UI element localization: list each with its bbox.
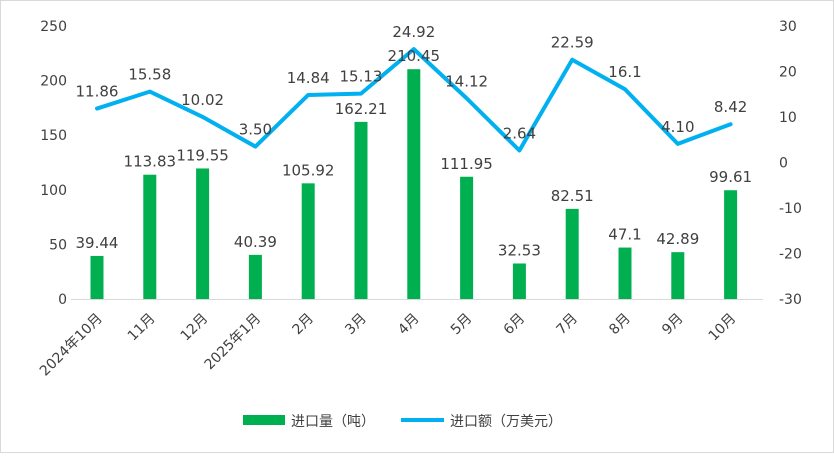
bar <box>460 176 474 299</box>
line-data-label: 14.84 <box>287 69 330 87</box>
bar-data-label: 40.39 <box>234 233 277 251</box>
x-axis-category-label: 8月 <box>606 311 634 339</box>
legend-swatch-bar <box>243 415 285 425</box>
left-axis-tick-label: 100 <box>40 183 67 199</box>
line-data-label: 11.86 <box>76 83 119 101</box>
bar-data-label: 119.55 <box>176 146 229 164</box>
line-data-label: 8.42 <box>714 98 747 116</box>
bar <box>196 168 210 299</box>
line-data-label: 14.12 <box>445 72 488 90</box>
line-data-label: 2.64 <box>503 124 536 142</box>
bar-data-label: 47.1 <box>608 226 641 244</box>
bar <box>90 255 104 299</box>
x-axis-category-label: 11月 <box>125 311 159 345</box>
bar <box>407 69 421 299</box>
line-data-label: 24.92 <box>392 23 435 41</box>
bar <box>301 183 315 299</box>
bar <box>354 121 368 300</box>
x-axis-category-label: 9月 <box>659 311 687 339</box>
bar-data-labels: 39.44 113.83 119.55 40.39 105.92 162.21 210.45… <box>76 47 753 259</box>
left-axis-tick-label: 200 <box>40 74 67 90</box>
bar-data-label: 113.83 <box>124 153 177 171</box>
right-y-axis: -30 -20 -10 0 10 20 30 <box>779 19 802 308</box>
x-axis-category-label: 4月 <box>395 311 423 339</box>
x-axis-category-label: 5月 <box>448 311 476 339</box>
left-axis-tick-label: 150 <box>40 128 67 144</box>
bar-data-label: 32.53 <box>498 241 541 259</box>
left-y-axis: 0 50 100 150 200 250 <box>40 19 67 308</box>
bar <box>248 254 262 299</box>
line-data-label: 16.1 <box>608 63 641 81</box>
x-axis-category-label: 3月 <box>342 311 370 339</box>
x-axis-category-label: 2024年10月 <box>37 311 106 380</box>
line-path <box>95 47 733 153</box>
left-axis-tick-label: 250 <box>40 19 67 35</box>
x-axis-category-label: 2025年1月 <box>202 311 265 374</box>
line-data-label: 4.10 <box>661 118 694 136</box>
bar <box>512 263 526 299</box>
bar-data-label: 105.92 <box>282 161 335 179</box>
right-axis-tick-label: 20 <box>779 65 797 81</box>
bar <box>724 190 738 299</box>
line-series <box>95 47 733 153</box>
line-data-label: 15.13 <box>340 68 383 86</box>
bar <box>565 208 579 299</box>
x-axis-category-label: 7月 <box>554 311 582 339</box>
bar <box>143 174 157 299</box>
bar-data-label: 82.51 <box>551 187 594 205</box>
bar <box>618 247 632 299</box>
right-axis-tick-label: 10 <box>779 110 797 126</box>
bar-series <box>71 69 763 300</box>
bar-data-label: 162.21 <box>335 100 388 118</box>
right-axis-tick-label: 30 <box>779 19 797 35</box>
legend-label-line: 进口额（万美元） <box>450 414 562 430</box>
right-axis-tick-label: 0 <box>779 156 788 172</box>
right-axis-tick-label: -20 <box>779 247 802 263</box>
line-data-label: 10.02 <box>181 91 224 109</box>
bar-data-label: 99.61 <box>709 168 752 186</box>
bar-data-label: 210.45 <box>388 47 441 65</box>
bar <box>671 252 685 299</box>
left-axis-tick-label: 0 <box>58 292 67 308</box>
x-axis-category-label: 6月 <box>501 311 529 339</box>
legend: 进口量（吨） 进口额（万美元） <box>243 414 562 430</box>
bar-data-label: 39.44 <box>76 234 119 252</box>
x-axis-category-label: 12月 <box>178 311 212 345</box>
line-data-label: 3.50 <box>239 121 272 139</box>
right-axis-tick-label: -10 <box>779 201 802 217</box>
right-axis-tick-label: -30 <box>779 292 802 308</box>
line-data-label: 15.58 <box>128 66 171 84</box>
line-data-label: 22.59 <box>551 34 594 52</box>
bar-data-label: 42.89 <box>656 230 699 248</box>
legend-label-bar: 进口量（吨） <box>291 414 375 430</box>
x-axis-category-label: 2月 <box>290 311 318 339</box>
left-axis-tick-label: 50 <box>49 237 67 253</box>
x-axis-category-label: 10月 <box>706 311 740 345</box>
bar-data-label: 111.95 <box>440 155 493 173</box>
